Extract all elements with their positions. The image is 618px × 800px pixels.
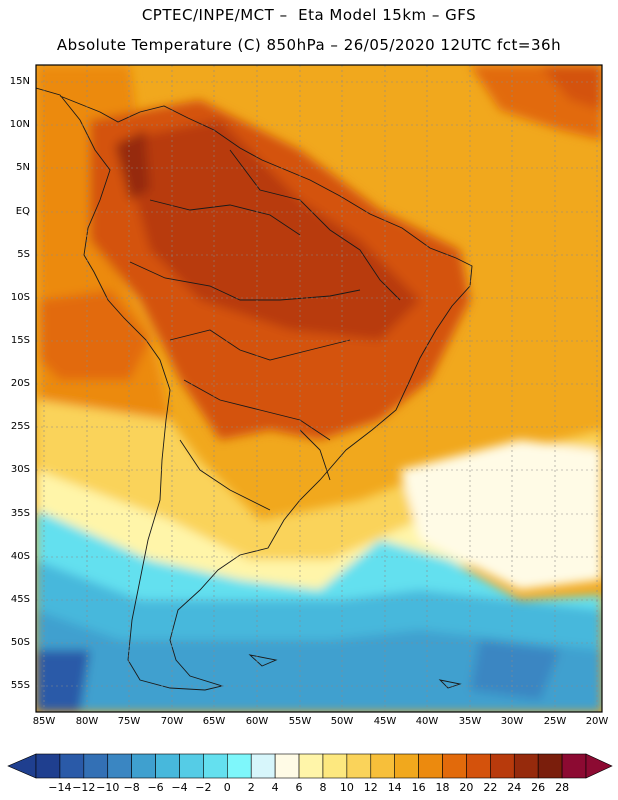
colorbar-swatch <box>298 753 324 779</box>
colorbar <box>7 753 613 779</box>
lat-label: 25S <box>10 421 30 432</box>
colorbar-tick-label: −10 <box>96 781 120 794</box>
colorbar-under-arrow <box>7 753 37 779</box>
colorbar-swatch <box>442 753 467 779</box>
title-line-2: Absolute Temperature (C) 850hPa – 26/05/… <box>56 36 562 54</box>
colorbar-tick-label: 0 <box>223 781 231 794</box>
lon-label: 45W <box>373 716 397 727</box>
colorbar-tick-label: 20 <box>459 781 474 794</box>
colorbar-over-arrow <box>585 753 613 779</box>
colorbar-swatch <box>179 753 204 779</box>
lon-label: 50W <box>330 716 354 727</box>
colorbar-tick-label: 10 <box>339 781 354 794</box>
lon-label: 30W <box>500 716 524 727</box>
lon-label: 25W <box>543 716 567 727</box>
colorbar-swatch <box>346 753 372 779</box>
title-line-1: CPTEC/INPE/MCT – Eta Model 15km – GFS <box>141 6 477 24</box>
lat-label: 5N <box>16 162 30 173</box>
lon-label: 75W <box>117 716 141 727</box>
colorbar-swatch <box>155 753 180 779</box>
lat-label: 15N <box>9 76 30 87</box>
colorbar-swatch <box>370 753 395 779</box>
colorbar-tick-label: 14 <box>387 781 402 794</box>
lon-label: 70W <box>160 716 184 727</box>
colorbar-tick-label: −8 <box>123 781 140 794</box>
colorbar-tick-label: 12 <box>363 781 378 794</box>
colorbar-swatch <box>537 753 563 779</box>
colorbar-tick-label: −2 <box>195 781 212 794</box>
lat-label: 20S <box>10 378 30 389</box>
lat-label: 35S <box>10 508 30 519</box>
colorbar-swatch <box>203 753 228 779</box>
colorbar-swatch <box>322 753 348 779</box>
colorbar-swatch <box>274 753 300 779</box>
colorbar-swatch <box>394 753 419 779</box>
lat-label: 10S <box>10 292 30 303</box>
lon-label: 55W <box>288 716 312 727</box>
lat-label: 45S <box>10 594 30 605</box>
colorbar-tick-label: −14 <box>48 781 72 794</box>
colorbar-tick-label: 26 <box>531 781 546 794</box>
colorbar-swatch <box>250 753 276 779</box>
colorbar-tick-label: 22 <box>483 781 498 794</box>
lon-label: 40W <box>415 716 439 727</box>
map-frame <box>35 64 603 713</box>
colorbar-tick-label: 4 <box>271 781 279 794</box>
colorbar-swatch <box>59 753 85 779</box>
colorbar-swatch <box>418 753 443 779</box>
lat-label: 15S <box>10 335 30 346</box>
colorbar-tick-label: 28 <box>555 781 570 794</box>
lat-label: 50S <box>10 637 30 648</box>
colorbar-swatch <box>227 753 252 779</box>
lon-label: 80W <box>75 716 99 727</box>
lat-label: 40S <box>10 551 30 562</box>
lat-label: 30S <box>10 464 30 475</box>
lon-label: 85W <box>32 716 56 727</box>
lat-label: 10N <box>9 119 30 130</box>
colorbar-tick-label: 6 <box>295 781 303 794</box>
colorbar-tick-label: 16 <box>411 781 426 794</box>
colorbar-tick-label: 18 <box>435 781 450 794</box>
colorbar-tick-label: 2 <box>247 781 255 794</box>
colorbar-swatch <box>466 753 491 779</box>
colorbar-tick-label: −6 <box>147 781 164 794</box>
colorbar-swatch <box>35 753 61 779</box>
lat-lon-grid <box>36 65 602 712</box>
colorbar-swatch <box>83 753 109 779</box>
lat-label: 5S <box>17 249 30 260</box>
colorbar-swatch <box>513 753 539 779</box>
lon-label: 35W <box>458 716 482 727</box>
colorbar-tick-label: 8 <box>319 781 327 794</box>
colorbar-swatch <box>490 753 515 779</box>
lat-label: 55S <box>10 680 30 691</box>
lat-label: EQ <box>15 206 30 217</box>
lon-label: 20W <box>585 716 609 727</box>
temperature-field <box>36 65 602 712</box>
coastline <box>36 87 473 691</box>
colorbar-swatch <box>107 753 132 779</box>
colorbar-tick-label: −4 <box>171 781 188 794</box>
colorbar-swatch <box>131 753 156 779</box>
lon-label: 60W <box>245 716 269 727</box>
colorbar-tick-label: −12 <box>72 781 96 794</box>
lon-label: 65W <box>202 716 226 727</box>
colorbar-swatch <box>561 753 587 779</box>
colorbar-tick-label: 24 <box>507 781 522 794</box>
